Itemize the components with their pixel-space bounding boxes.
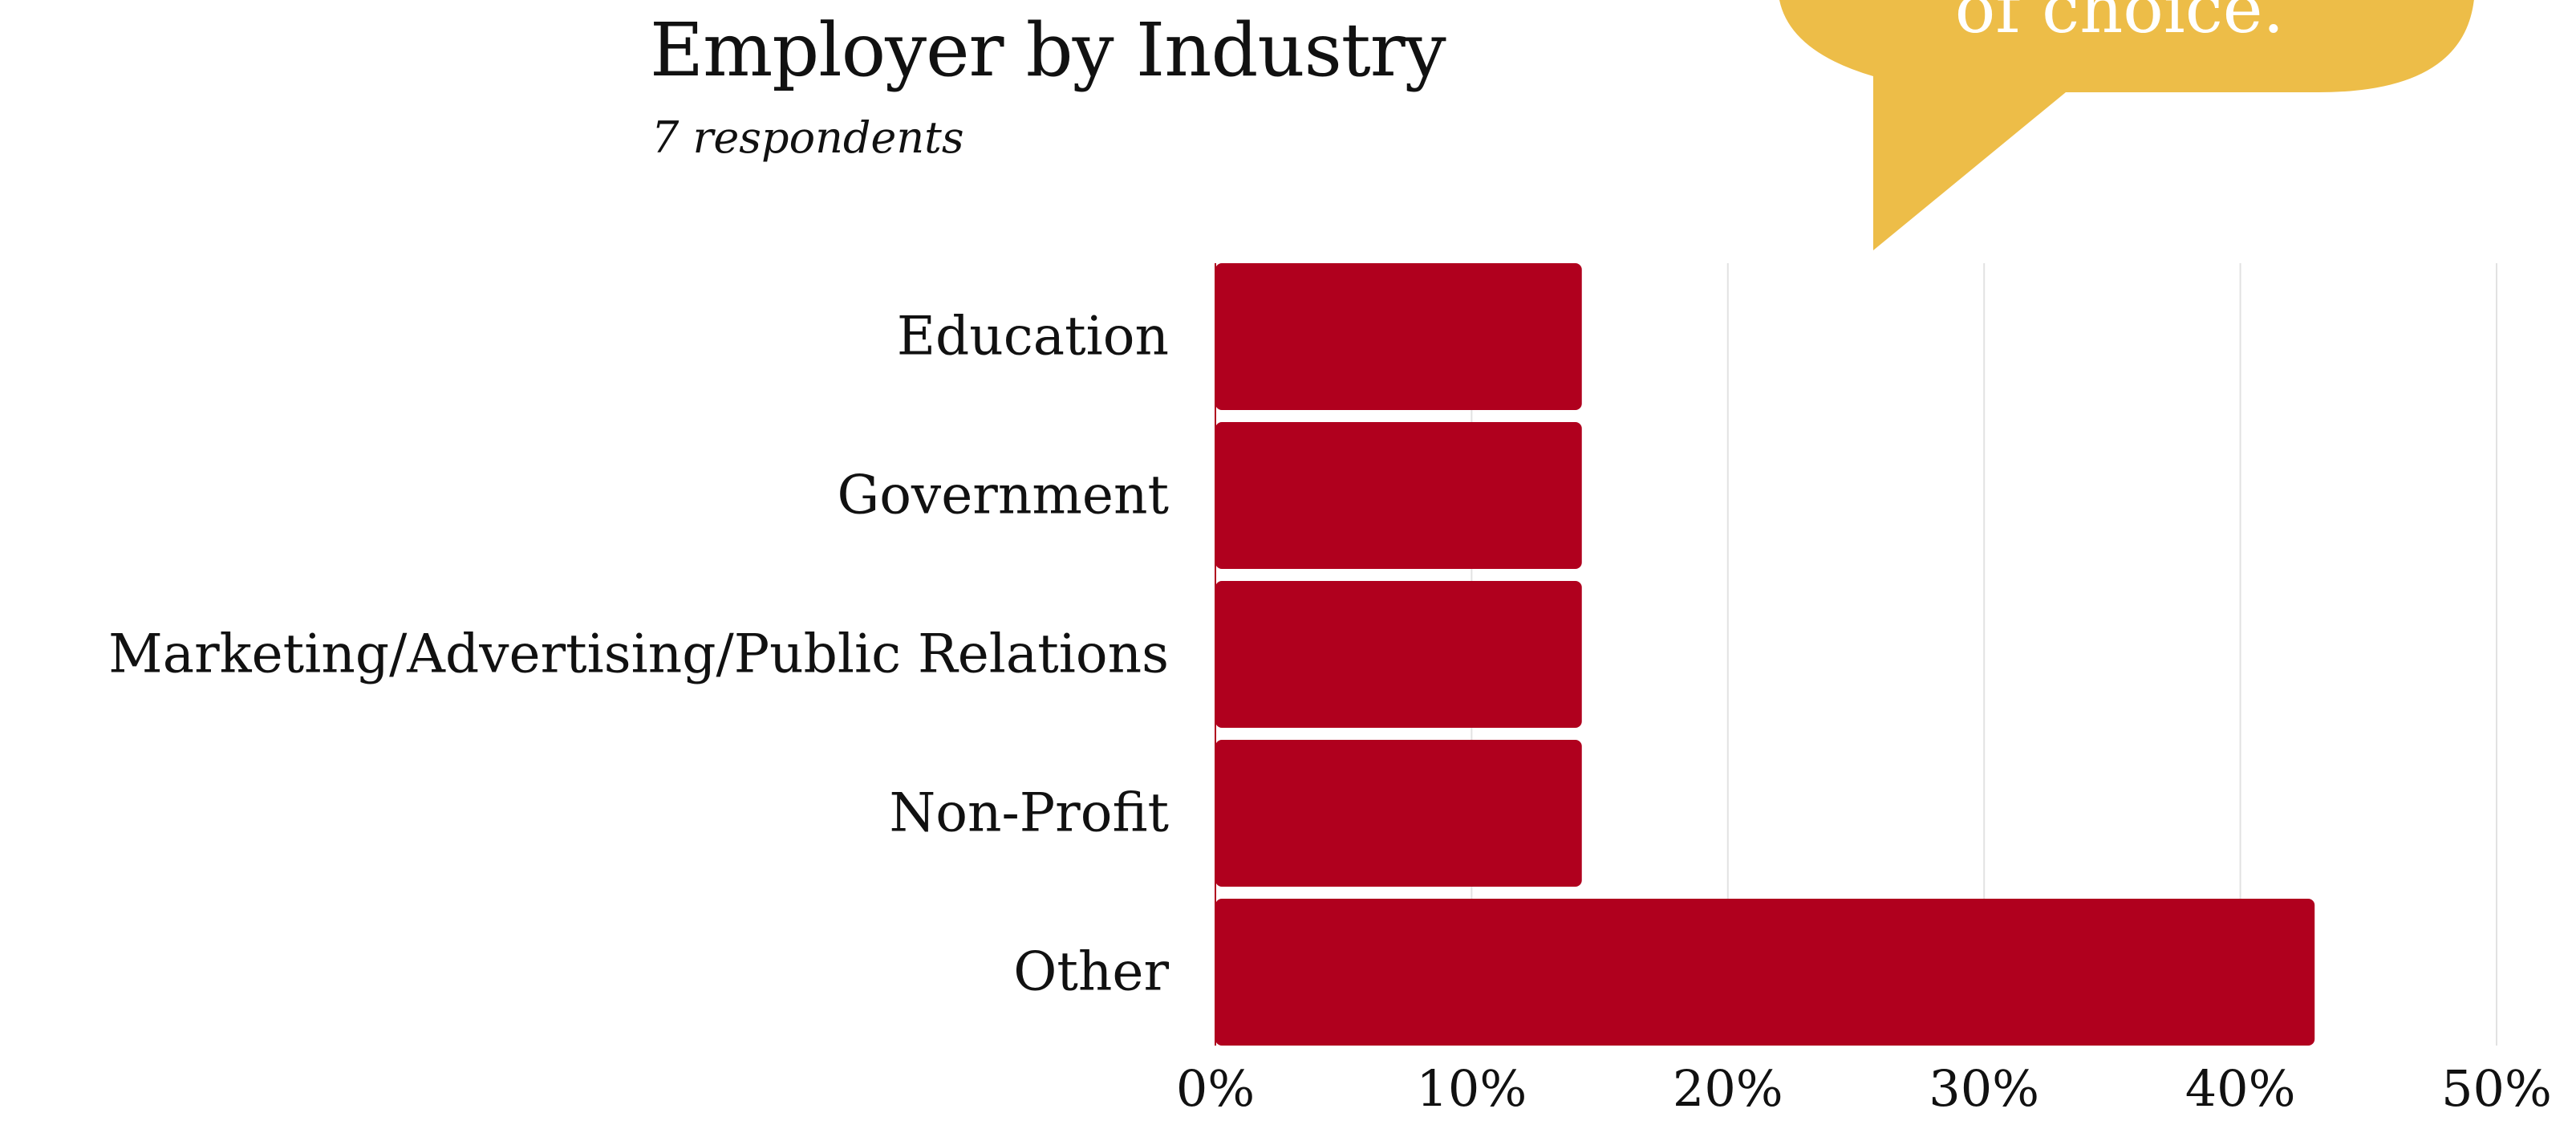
x-axis-ticks: 0% 10% 20% 30% 40% 50%: [1176, 1059, 2552, 1118]
bar: [1215, 581, 1582, 728]
bar: [1215, 263, 1582, 410]
category-label: Non-Profit: [889, 782, 1169, 844]
category-label: Other: [1013, 941, 1169, 1003]
category-label: Government: [837, 465, 1169, 526]
bar: [1215, 899, 2315, 1046]
bar: [1215, 422, 1582, 569]
x-tick-label: 10%: [1416, 1059, 1527, 1118]
x-tick-label: 40%: [2185, 1059, 2296, 1118]
category-label: Education: [897, 306, 1169, 368]
x-tick-label: 20%: [1673, 1059, 1783, 1118]
category-label: Marketing/Advertising/Public Relations: [108, 623, 1169, 685]
bars: [1215, 263, 2315, 1046]
chart-title: Employer by Industry: [650, 7, 1446, 93]
x-tick-label: 30%: [1929, 1059, 2039, 1118]
callout-shape: [1779, 0, 2474, 250]
x-tick-label: 50%: [2441, 1059, 2552, 1118]
bar: [1215, 740, 1582, 887]
x-tick-label: 0%: [1176, 1059, 1255, 1118]
chart-subtitle: 7 respondents: [651, 112, 964, 163]
callout-text: of choice.: [1955, 0, 2284, 48]
category-labels: Education Government Marketing/Advertising…: [108, 306, 1169, 1003]
